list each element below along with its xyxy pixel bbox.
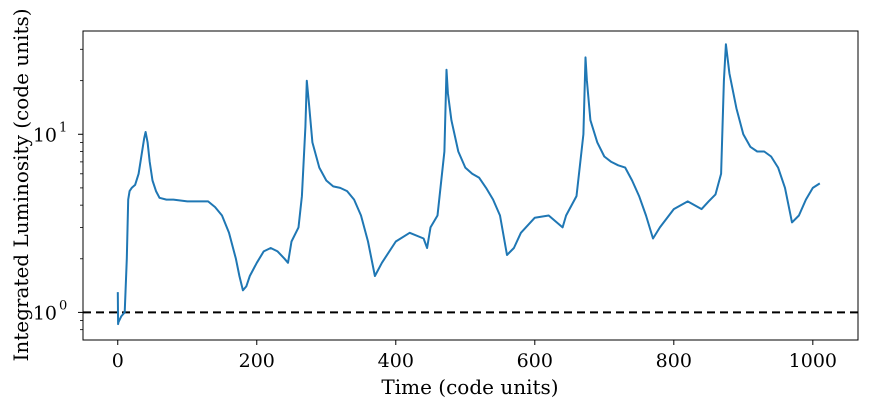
x-tick-label-400: 400: [378, 350, 414, 372]
plot-area: [82, 30, 859, 341]
x-axis-ticks: 0 200 400 600 800 1000: [112, 340, 837, 372]
x-axis-title: Time (code units): [381, 375, 558, 399]
y-tick-label-base-10: 10: [33, 124, 57, 146]
x-tick-label-600: 600: [517, 350, 553, 372]
y-tick-label-exp-1: 0: [59, 298, 67, 313]
x-tick-label-1000: 1000: [789, 350, 837, 372]
x-tick-label-0: 0: [112, 350, 124, 372]
x-tick-label-800: 800: [656, 350, 692, 372]
series-line-luminosity: [116, 43, 821, 326]
y-tick-label-base-1: 10: [33, 302, 57, 324]
x-tick-label-200: 200: [239, 350, 275, 372]
y-axis-title: Integrated Luminosity (code units): [9, 8, 33, 361]
y-tick-label-exp-10: 1: [59, 120, 67, 135]
